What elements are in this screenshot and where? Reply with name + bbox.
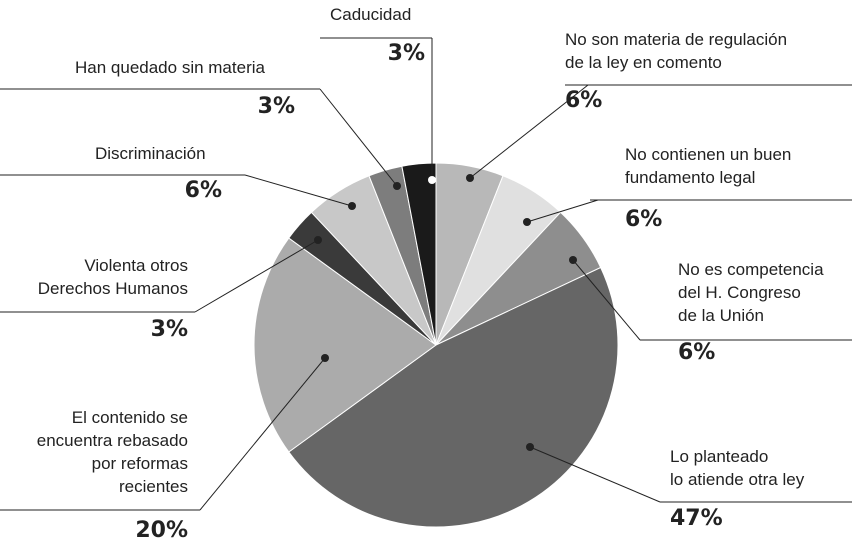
leader-line: [526, 199, 599, 223]
pie-slice: [401, 162, 437, 346]
slice-label: No contienen un buen: [625, 145, 791, 164]
pie: [253, 162, 619, 528]
slice-label: Derechos Humanos: [38, 279, 188, 298]
value-label: 3%: [258, 94, 295, 119]
leader-dot: [348, 202, 356, 210]
slice-label: No son materia de regulación: [565, 30, 787, 49]
leader-dot: [314, 236, 322, 244]
slice-label: No es competencia: [678, 260, 824, 279]
slice-label: fundamento legal: [625, 168, 755, 187]
slice-label: Violenta otros: [84, 256, 188, 275]
slice-label: lo atiende otra ley: [670, 470, 805, 489]
value-label: 6%: [625, 207, 662, 232]
value-label: 6%: [565, 88, 602, 113]
value-label: 3%: [388, 41, 425, 66]
value-label: 47%: [670, 506, 723, 531]
leader-line: [199, 357, 326, 511]
leader-dot: [393, 182, 401, 190]
value-label: 20%: [135, 518, 188, 543]
leader-dot: [569, 256, 577, 264]
slice-label: encuentra rebasado: [37, 431, 188, 450]
leader-line: [244, 174, 353, 207]
leader-dot: [321, 354, 329, 362]
leader-dot: [526, 443, 534, 451]
slice-label: Discriminación: [95, 144, 206, 163]
leader-dot: [428, 176, 436, 184]
leader-line: [469, 84, 589, 179]
slice-label: por reformas: [92, 454, 188, 473]
slice-label: de la ley en comento: [565, 53, 722, 72]
slice-label: El contenido se: [72, 408, 188, 427]
leader-dot: [466, 174, 474, 182]
slice-label: Han quedado sin materia: [75, 58, 266, 77]
value-label: 6%: [678, 340, 715, 365]
slice-label: Caducidad: [330, 5, 411, 24]
slice-label: del H. Congreso: [678, 283, 801, 302]
slice-label: recientes: [119, 477, 188, 496]
pie-slice: [253, 237, 437, 453]
pie-slice: [288, 266, 619, 528]
leader-line: [529, 446, 661, 503]
leader-line: [194, 239, 319, 313]
leader-line: [319, 88, 398, 187]
leader-line: [572, 259, 641, 341]
value-label: 3%: [151, 317, 188, 342]
leader-dot: [523, 218, 531, 226]
slice-label: de la Unión: [678, 306, 764, 325]
slice-label: Lo planteado: [670, 447, 768, 466]
value-label: 6%: [185, 178, 222, 203]
